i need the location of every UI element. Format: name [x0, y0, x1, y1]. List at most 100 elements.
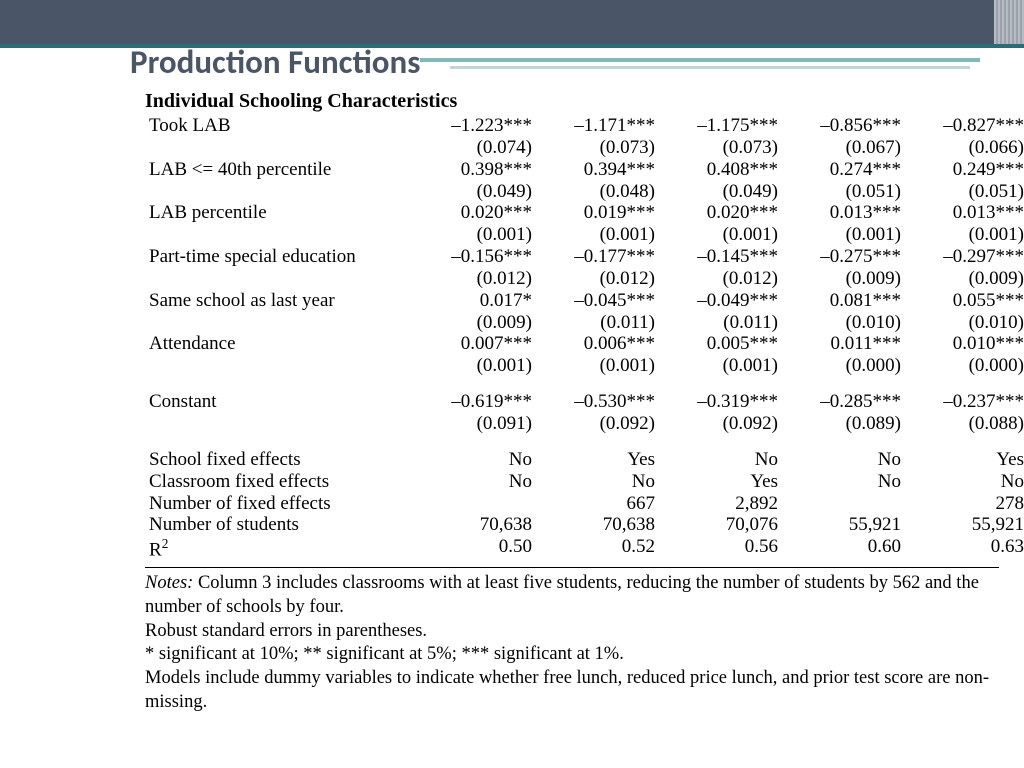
table-cell: 0.005*** [659, 333, 782, 355]
row-label: LAB <= 40th percentile [145, 159, 413, 181]
table-cell: 0.394*** [536, 159, 659, 181]
table-row: School fixed effects NoYesNoNoYes [145, 449, 1024, 471]
table-cell: (0.001) [905, 224, 1024, 246]
table-cell: (0.010) [782, 312, 905, 334]
table-cell: 667 [536, 493, 659, 515]
table-row-se: (0.001)(0.001)(0.001)(0.001)(0.001) [145, 224, 1024, 246]
slide-title: Production Functions [130, 42, 420, 82]
table-cell: (0.001) [659, 355, 782, 377]
table-cell: –1.175*** [659, 115, 782, 137]
table-cell: 0.020*** [413, 202, 536, 224]
table-cell: No [413, 449, 536, 471]
table-cell: (0.001) [536, 224, 659, 246]
table-cell: (0.011) [659, 312, 782, 334]
row-label: R2 [145, 536, 413, 561]
table-cell: –0.285*** [782, 391, 905, 413]
table-cell: –0.619*** [413, 391, 536, 413]
row-label: Attendance [145, 333, 413, 355]
table-row-se: (0.012)(0.012)(0.012)(0.009)(0.009) [145, 268, 1024, 290]
table-cell: –0.275*** [782, 246, 905, 268]
row-label: Constant [145, 391, 413, 413]
table-cell: Yes [905, 449, 1024, 471]
table-cell: 0.398*** [413, 159, 536, 181]
table-cell: (0.001) [536, 355, 659, 377]
table-cell: (0.012) [659, 268, 782, 290]
row-label: School fixed effects [145, 449, 413, 471]
table-cell: –0.319*** [659, 391, 782, 413]
table-notes: Notes: Column 3 includes classrooms with… [145, 572, 999, 714]
header-bar [0, 0, 1024, 44]
table-cell: No [782, 449, 905, 471]
table-cell: 55,921 [782, 514, 905, 536]
table-row: R2 0.500.520.560.600.63 [145, 536, 1024, 561]
table-cell: 55,921 [905, 514, 1024, 536]
table-cell: 0.52 [536, 536, 659, 561]
table-cell: (0.001) [659, 224, 782, 246]
table-cell: 0.020*** [659, 202, 782, 224]
table-cell: (0.011) [536, 312, 659, 334]
table-cell: –0.856*** [782, 115, 905, 137]
table-cell: (0.001) [782, 224, 905, 246]
row-label: Number of students [145, 514, 413, 536]
table-cell: (0.012) [536, 268, 659, 290]
table-cell: 0.408*** [659, 159, 782, 181]
table-cell: No [659, 449, 782, 471]
table-cell: –0.049*** [659, 290, 782, 312]
table-cell: 278 [905, 493, 1024, 515]
table-cell: (0.088) [905, 413, 1024, 435]
table-cell: 0.013*** [905, 202, 1024, 224]
table-cell: (0.067) [782, 137, 905, 159]
table-cell: (0.010) [905, 312, 1024, 334]
table-cell: 70,638 [536, 514, 659, 536]
row-label: Number of fixed effects [145, 493, 413, 515]
table-row: LAB <= 40th percentile 0.398***0.394***0… [145, 159, 1024, 181]
table-cell: 0.019*** [536, 202, 659, 224]
table-row: Number of fixed effects 6672,892 278 [145, 493, 1024, 515]
table-cell: (0.051) [905, 181, 1024, 203]
row-label: Part-time special education [145, 246, 413, 268]
notes-line: * significant at 10%; ** significant at … [145, 644, 624, 664]
accent-line-3 [450, 66, 970, 69]
table-row: Classroom fixed effects NoNoYesNoNo [145, 471, 1024, 493]
table-cell: –0.177*** [536, 246, 659, 268]
table-rule [145, 567, 999, 568]
table-row: Attendance 0.007***0.006***0.005***0.011… [145, 333, 1024, 355]
table-row-se: (0.009)(0.011)(0.011)(0.010)(0.010) [145, 312, 1024, 334]
table-cell: (0.001) [413, 355, 536, 377]
notes-line: Models include dummy variables to indica… [145, 668, 989, 712]
table-cell: –0.145*** [659, 246, 782, 268]
table-cell: –0.045*** [536, 290, 659, 312]
regression-table: Took LAB –1.223***–1.171***–1.175***–0.8… [145, 115, 1024, 561]
row-label: Same school as last year [145, 290, 413, 312]
table-cell: (0.049) [659, 181, 782, 203]
table-cell: 0.274*** [782, 159, 905, 181]
table-cell: No [536, 471, 659, 493]
table-cell: Yes [659, 471, 782, 493]
table-cell: 0.010*** [905, 333, 1024, 355]
table-cell: 0.249*** [905, 159, 1024, 181]
table-row: Took LAB –1.223***–1.171***–1.175***–0.8… [145, 115, 1024, 137]
table-cell: 70,076 [659, 514, 782, 536]
row-label: LAB percentile [145, 202, 413, 224]
table-cell: 70,638 [413, 514, 536, 536]
table-cell: –1.171*** [536, 115, 659, 137]
table-cell: (0.074) [413, 137, 536, 159]
table-cell: (0.051) [782, 181, 905, 203]
table-cell: 0.50 [413, 536, 536, 561]
content-area: Individual Schooling Characteristics Too… [145, 90, 999, 714]
table-cell: (0.089) [782, 413, 905, 435]
table-cell: 2,892 [659, 493, 782, 515]
table-cell: (0.012) [413, 268, 536, 290]
table-cell: 0.006*** [536, 333, 659, 355]
table-cell: 0.007*** [413, 333, 536, 355]
notes-line: Robust standard errors in parentheses. [145, 621, 427, 641]
table-cell: –0.156*** [413, 246, 536, 268]
accent-line-2 [420, 58, 980, 62]
table-row-se: (0.049)(0.048)(0.049)(0.051)(0.051) [145, 181, 1024, 203]
table-cell: (0.009) [782, 268, 905, 290]
table-row: Part-time special education –0.156***–0.… [145, 246, 1024, 268]
table-cell [782, 493, 905, 515]
table-cell: 0.081*** [782, 290, 905, 312]
table-row: LAB percentile 0.020***0.019***0.020*** 0… [145, 202, 1024, 224]
table-cell: –0.237*** [905, 391, 1024, 413]
